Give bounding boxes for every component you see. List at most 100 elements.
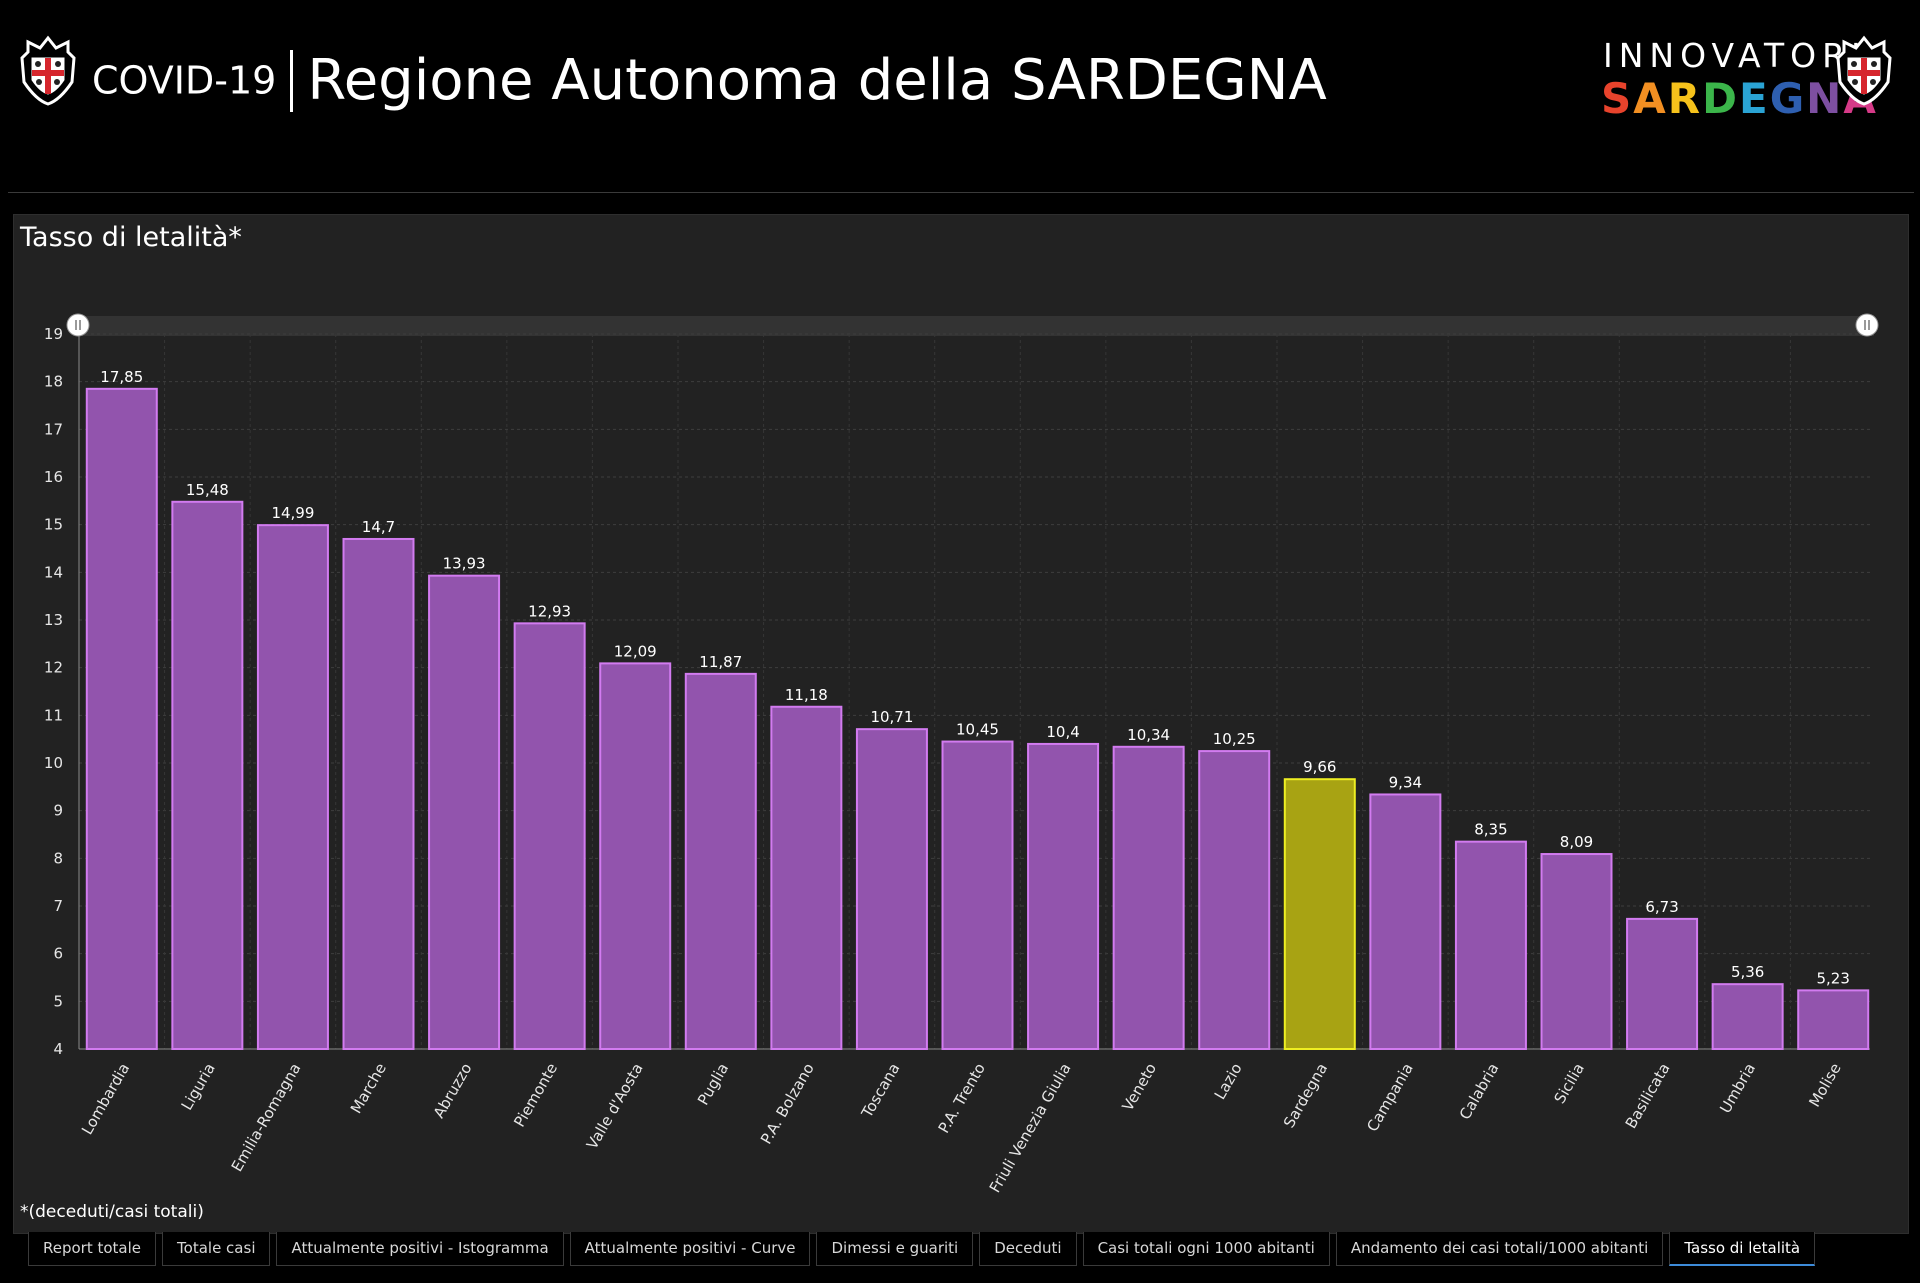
bar-liguria (171, 500, 244, 1050)
x-tick-label: Calabria (1456, 1060, 1503, 1123)
bar-chart: 4 5 6 7 8 9 10 11 12 13 14 15 16 17 18 19 17,85 Lombardia… (44, 313, 1879, 1196)
range-slider-handle[interactable] (1855, 313, 1879, 337)
bar-value-label: 8,35 (1474, 821, 1507, 839)
bar-friuli-venezia-giulia (1027, 742, 1100, 1051)
y-tick-label: 19 (44, 325, 63, 343)
bar-basilicata (1626, 917, 1699, 1050)
range-slider-handle[interactable] (66, 313, 90, 337)
y-tick-label: 14 (44, 563, 63, 581)
bar-value-label: 10,71 (870, 708, 913, 726)
title-region: Regione Autonoma della SARDEGNA (307, 48, 1327, 113)
bar-sardegna (1283, 778, 1356, 1050)
bar-value-label: 10,34 (1127, 726, 1170, 744)
bar-value-label: 17,85 (100, 368, 143, 386)
bar-value-label: 13,93 (443, 555, 486, 573)
y-tick-label: 8 (53, 849, 63, 867)
bar-value-label: 5,23 (1817, 969, 1850, 987)
bar-value-label: 8,09 (1560, 833, 1593, 851)
bar-value-label: 5,36 (1731, 963, 1764, 981)
tab-casi-totali-ogni-1000-abitanti[interactable]: Casi totali ogni 1000 abitanti (1082, 1232, 1330, 1266)
brand-letter: E (1738, 74, 1770, 123)
chart-title: Tasso di letalità* (20, 222, 242, 253)
bar-sicilia (1540, 853, 1613, 1050)
bar-value-label: 10,25 (1213, 730, 1256, 748)
brand-letter: R (1667, 74, 1703, 123)
bar-value-label: 10,4 (1046, 723, 1079, 741)
x-tick-label: P.A. Trento (935, 1060, 989, 1136)
x-tick-label: Lazio (1211, 1060, 1246, 1103)
bar-valle-d-aosta (599, 662, 672, 1050)
x-tick-label: Puglia (694, 1060, 732, 1108)
tab-attualmente-positivi-istogramma[interactable]: Attualmente positivi - Istogramma (276, 1232, 564, 1266)
bar-value-label: 11,87 (699, 653, 742, 671)
y-tick-label: 11 (44, 706, 63, 724)
x-tick-label: Sicilia (1551, 1060, 1588, 1107)
sardinia-crest-icon (1836, 35, 1892, 106)
x-tick-label: Molise (1805, 1060, 1844, 1110)
bar-value-label: 9,66 (1303, 758, 1336, 776)
x-tick-label: Valle d'Aosta (583, 1060, 647, 1152)
brand-sardegna: SARDEGNA (1601, 74, 1878, 123)
bar-piemonte (513, 622, 586, 1050)
bar-p-a-trento (941, 740, 1014, 1050)
bar-marche (342, 537, 415, 1050)
bar-molise (1797, 989, 1870, 1050)
bar-value-label: 14,7 (362, 518, 395, 536)
y-tick-label: 12 (44, 659, 63, 677)
x-tick-label: Toscana (857, 1060, 903, 1122)
x-tick-label: Piemonte (510, 1060, 561, 1130)
tab-report-totale[interactable]: Report totale (28, 1232, 157, 1266)
y-tick-label: 15 (44, 516, 63, 534)
bar-value-label: 12,93 (528, 602, 571, 620)
bar-umbria (1711, 983, 1784, 1051)
header-divider (8, 192, 1914, 193)
bar-emilia-romagna (256, 524, 329, 1050)
y-tick-label: 9 (53, 802, 63, 820)
y-tick-label: 5 (53, 992, 63, 1010)
title-separator (290, 49, 294, 112)
tab-tasso-di-letalità[interactable]: Tasso di letalità (1669, 1232, 1816, 1266)
x-tick-label: Umbria (1716, 1060, 1759, 1116)
y-tick-label: 7 (53, 897, 63, 915)
y-tick-label: 17 (44, 420, 63, 438)
x-tick-label: Abruzzo (430, 1060, 476, 1121)
x-tick-label: P.A. Bolzano (757, 1060, 818, 1147)
bar-value-label: 12,09 (614, 642, 657, 660)
brand-innovatori: INNOVATORI (1603, 36, 1867, 75)
y-tick-label: 16 (44, 468, 63, 486)
x-tick-label: Marche (347, 1060, 390, 1117)
bar-value-label: 15,48 (186, 481, 229, 499)
bar-value-label: 9,34 (1389, 773, 1422, 791)
x-tick-label: Campania (1363, 1060, 1417, 1135)
tab-dimessi-e-guariti[interactable]: Dimessi e guariti (816, 1232, 974, 1266)
y-tick-label: 6 (53, 945, 63, 963)
x-tick-label: Lombardia (78, 1060, 133, 1138)
chart-footnote: *(deceduti/casi totali) (20, 1202, 204, 1222)
brand-letter: N (1806, 74, 1844, 123)
bar-value-label: 10,45 (956, 721, 999, 739)
title-covid: COVID-19 (92, 58, 277, 103)
sardinia-crest-icon (20, 35, 76, 106)
bar-value-label: 11,18 (785, 686, 828, 704)
tab-totale-casi[interactable]: Totale casi (162, 1232, 271, 1266)
bar-campania (1369, 793, 1442, 1051)
bar-value-label: 6,73 (1645, 898, 1678, 916)
bar-veneto (1112, 745, 1185, 1050)
bar-lombardia (85, 387, 158, 1051)
y-tick-label: 18 (44, 373, 63, 391)
tab-bar: Report totale Totale casi Attualmente posi… (28, 1232, 1821, 1268)
y-tick-label: 13 (44, 611, 63, 629)
bar-p-a-bolzano (770, 705, 843, 1051)
x-tick-label: Liguria (178, 1060, 219, 1113)
x-tick-label: Veneto (1118, 1060, 1160, 1114)
range-slider-track (75, 316, 1874, 336)
chart-panel (13, 214, 1909, 1234)
brand-letter: G (1769, 74, 1807, 123)
y-tick-label: 4 (53, 1040, 63, 1058)
tab-attualmente-positivi-curve[interactable]: Attualmente positivi - Curve (569, 1232, 811, 1266)
y-tick-label: 10 (44, 754, 63, 772)
brand-letter: S (1601, 74, 1634, 123)
x-tick-label: Friuli Venezia Giulia (986, 1060, 1075, 1196)
tab-deceduti[interactable]: Deceduti (979, 1232, 1077, 1266)
tab-andamento-dei-casi-totali-1000-abitanti[interactable]: Andamento dei casi totali/1000 abitanti (1335, 1232, 1664, 1266)
